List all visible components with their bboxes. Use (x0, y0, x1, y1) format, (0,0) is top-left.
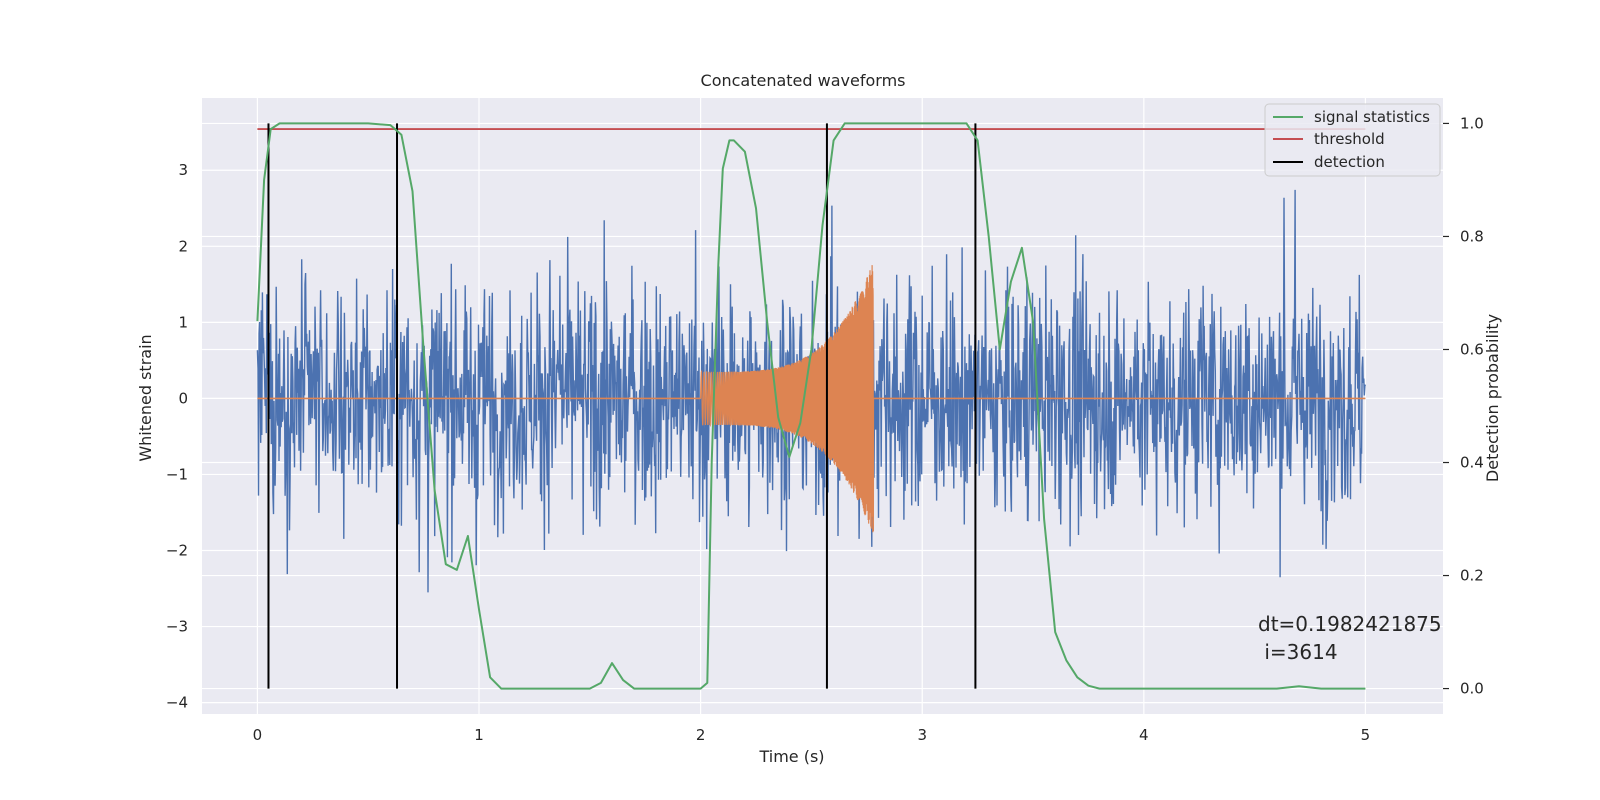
y2-tick-label: 0.0 (1460, 680, 1484, 698)
signal-statistics-series (256, 122, 1366, 690)
x-tick-label: 0 (253, 726, 263, 744)
strain-line (256, 189, 1367, 593)
x-tick-label: 4 (1139, 726, 1149, 744)
legend: signal statistics threshold detection (1264, 103, 1441, 177)
y-axis-title: Whitened strain (136, 334, 155, 461)
y-tick-label: −4 (166, 694, 188, 712)
y-tick-label: −2 (166, 541, 188, 559)
y-tick-label: 0 (178, 389, 188, 407)
chart-title: Concatenated waveforms (701, 71, 906, 90)
y-ticks: −4 −3 −2 −1 0 1 2 3 (166, 161, 188, 711)
legend-item-signal-statistics: signal statistics (1273, 108, 1430, 126)
y2-axis-title: Detection probability (1483, 314, 1502, 482)
x-tick-label: 2 (696, 726, 706, 744)
y-tick-label: 3 (178, 161, 188, 179)
legend-label: detection (1314, 153, 1385, 171)
y2-tick-label: 0.2 (1460, 567, 1484, 585)
legend-box (1264, 103, 1441, 177)
x-tick-label: 1 (474, 726, 484, 744)
legend-item-threshold: threshold (1273, 130, 1385, 148)
annotation: dt=0.1982421875 i=3614 (1258, 612, 1442, 664)
y-tick-label: −3 (166, 618, 188, 636)
y-tick-label: 2 (178, 237, 188, 255)
x-tick-label: 5 (1361, 726, 1371, 744)
detection-series (267, 123, 977, 689)
y2-tick-label: 0.4 (1460, 454, 1484, 472)
y-tick-label: 1 (178, 313, 188, 331)
y-tick-label: −1 (166, 465, 188, 483)
y2-ticks: 0.0 0.2 0.4 0.6 0.8 1.0 (1443, 114, 1484, 698)
y2-tick-label: 1.0 (1460, 114, 1484, 132)
legend-item-detection: detection (1273, 153, 1385, 171)
x-tick-label: 3 (917, 726, 927, 744)
strain-series (256, 189, 1367, 593)
y2-tick-label: 0.6 (1460, 340, 1484, 358)
legend-label: threshold (1314, 130, 1385, 148)
legend-label: signal statistics (1314, 108, 1430, 126)
y2-tick-label: 0.8 (1460, 227, 1484, 245)
annotation-dt: dt=0.1982421875 (1258, 612, 1442, 636)
x-axis-title: Time (s) (758, 747, 824, 766)
annotation-i: i=3614 (1258, 640, 1338, 664)
signal-statistics-line (256, 122, 1366, 690)
x-ticks: 0 1 2 3 4 5 (253, 726, 1371, 744)
injection-series (257, 265, 1366, 533)
injection-chirp (700, 265, 875, 533)
